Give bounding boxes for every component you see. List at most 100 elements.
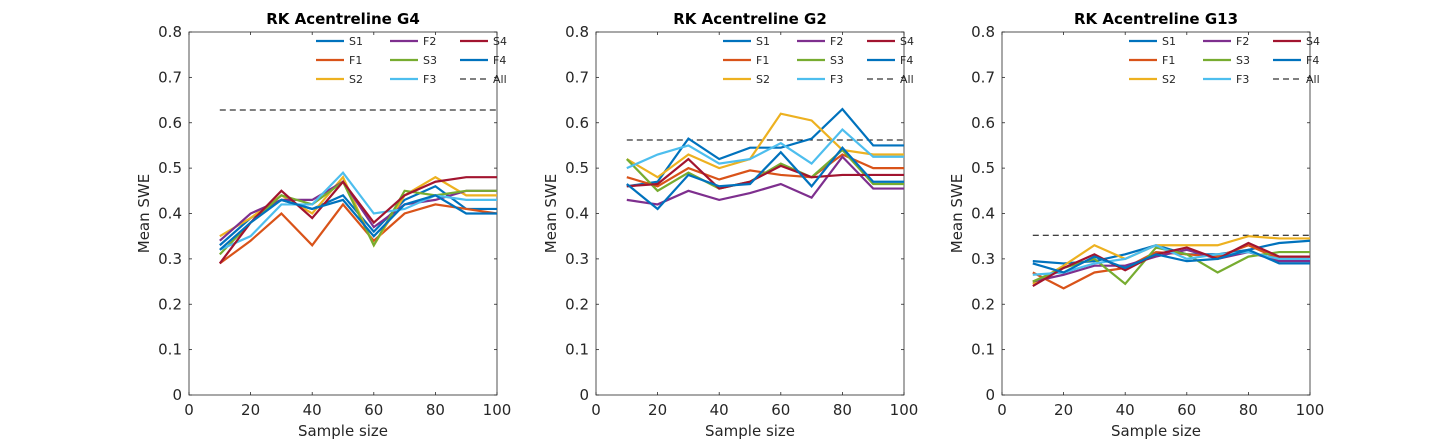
legend-item: F1 (1129, 54, 1175, 67)
legend-item: All (867, 73, 914, 86)
legend-item: All (460, 73, 507, 86)
legend-label: F1 (1162, 54, 1175, 67)
series-line-f1 (219, 202, 498, 265)
x-tick-label: 0 (591, 401, 601, 419)
series-line-s2 (626, 112, 904, 179)
legend-item: F4 (867, 54, 913, 67)
legend: S1 F1 S2 F2 S3 F3 S4 F4 All (316, 35, 507, 86)
y-tick-label: 0.7 (158, 68, 182, 86)
x-tick-label: 20 (648, 401, 667, 419)
x-axis-label: Sample size (1111, 422, 1201, 440)
x-tick-label: 40 (1116, 401, 1135, 419)
legend-item: S3 (797, 54, 844, 67)
x-tick-label: 60 (1177, 401, 1196, 419)
legend-item: F3 (390, 73, 436, 86)
x-tick-label: 80 (1239, 401, 1258, 419)
y-tick-label: 0 (172, 386, 182, 404)
y-tick-label: 0 (985, 386, 995, 404)
y-tick-label: 0.8 (565, 23, 589, 41)
y-tick-label: 0.2 (971, 295, 995, 313)
chart-panel-g13: RK Acentreline G13 Sample size Mean SWE … (948, 10, 1324, 440)
y-tick-label: 0 (579, 386, 589, 404)
legend-item: F2 (1203, 35, 1249, 48)
legend-item: S1 (316, 35, 363, 48)
legend-label: S3 (423, 54, 437, 67)
legend-label: F4 (493, 54, 506, 67)
x-tick-label: 40 (303, 401, 322, 419)
x-tick-label: 100 (483, 401, 512, 419)
x-tick-label: 80 (426, 401, 445, 419)
legend-label: F1 (349, 54, 362, 67)
legend-item: S3 (1203, 54, 1250, 67)
legend-label: S3 (830, 54, 844, 67)
x-tick-label: 80 (833, 401, 852, 419)
y-tick-label: 0.6 (971, 114, 995, 132)
y-tick-label: 0.4 (158, 205, 182, 223)
axes-box (188, 31, 498, 396)
legend-label: S2 (1162, 73, 1176, 86)
x-tick-label: 60 (771, 401, 790, 419)
legend-label: F2 (1236, 35, 1249, 48)
legend-label: All (1306, 73, 1320, 86)
legend-item: F3 (797, 73, 843, 86)
chart-title: RK Acentreline G2 (673, 10, 827, 28)
series-line-s4 (218, 176, 497, 265)
y-tick-label: 0.3 (158, 250, 182, 268)
legend-item: F1 (316, 54, 362, 67)
series-line-s2 (1032, 235, 1310, 285)
legend-item: F4 (1273, 54, 1319, 67)
y-axis-label: Mean SWE (135, 174, 153, 253)
legend-item: S1 (723, 35, 770, 48)
y-tick-label: 0.5 (971, 159, 995, 177)
y-tick-label: 0.1 (565, 341, 589, 359)
series-line-s3 (219, 180, 497, 256)
legend-item: All (1273, 73, 1320, 86)
y-tick-label: 0.5 (158, 159, 182, 177)
legend-label: S4 (900, 35, 914, 48)
chart-panel-g2: RK Acentreline G2 Sample size Mean SWE 0… (542, 10, 918, 440)
y-tick-label: 0.3 (971, 250, 995, 268)
y-tick-label: 0.8 (158, 23, 182, 41)
y-tick-label: 0.5 (565, 159, 589, 177)
y-tick-label: 0.6 (158, 114, 182, 132)
legend-item: F3 (1203, 73, 1249, 86)
chart-panel-g4: RK Acentreline G4 Sample size Mean SWE 0… (135, 10, 511, 440)
x-tick-label: 40 (710, 401, 729, 419)
series-line-f4 (219, 194, 497, 251)
legend-item: S2 (1129, 73, 1176, 86)
legend-label: S1 (756, 35, 770, 48)
legend-item: S4 (460, 35, 507, 48)
legend-item: S3 (390, 54, 437, 67)
legend-item: S2 (723, 73, 770, 86)
legend-label: F1 (756, 54, 769, 67)
legend-label: S4 (1306, 35, 1320, 48)
legend-label: F2 (423, 35, 436, 48)
series-line-f4 (626, 146, 904, 211)
legend-label: S3 (1236, 54, 1250, 67)
legend-label: All (493, 73, 507, 86)
y-tick-label: 0.6 (565, 114, 589, 132)
x-axis-label: Sample size (298, 422, 388, 440)
x-tick-label: 0 (997, 401, 1007, 419)
series-line-f3 (626, 128, 904, 170)
series-line-f4 (1032, 248, 1310, 274)
legend: S1 F1 S2 F2 S3 F3 S4 F4 All (723, 35, 914, 86)
y-tick-label: 0.4 (971, 205, 995, 223)
legend-label: S2 (349, 73, 363, 86)
legend-item: S4 (867, 35, 914, 48)
legend-label: F3 (1236, 73, 1249, 86)
series-line-s1 (626, 107, 904, 188)
legend-label: F4 (1306, 54, 1319, 67)
legend-item: S4 (1273, 35, 1320, 48)
x-tick-label: 20 (1054, 401, 1073, 419)
legend-item: F1 (723, 54, 769, 67)
legend-label: All (900, 73, 914, 86)
y-tick-label: 0.1 (971, 341, 995, 359)
y-tick-label: 0.1 (158, 341, 182, 359)
y-tick-label: 0.7 (565, 68, 589, 86)
chart-title: RK Acentreline G4 (266, 10, 420, 28)
x-tick-label: 100 (1296, 401, 1325, 419)
x-tick-label: 20 (241, 401, 260, 419)
series-line-s4 (626, 157, 904, 190)
